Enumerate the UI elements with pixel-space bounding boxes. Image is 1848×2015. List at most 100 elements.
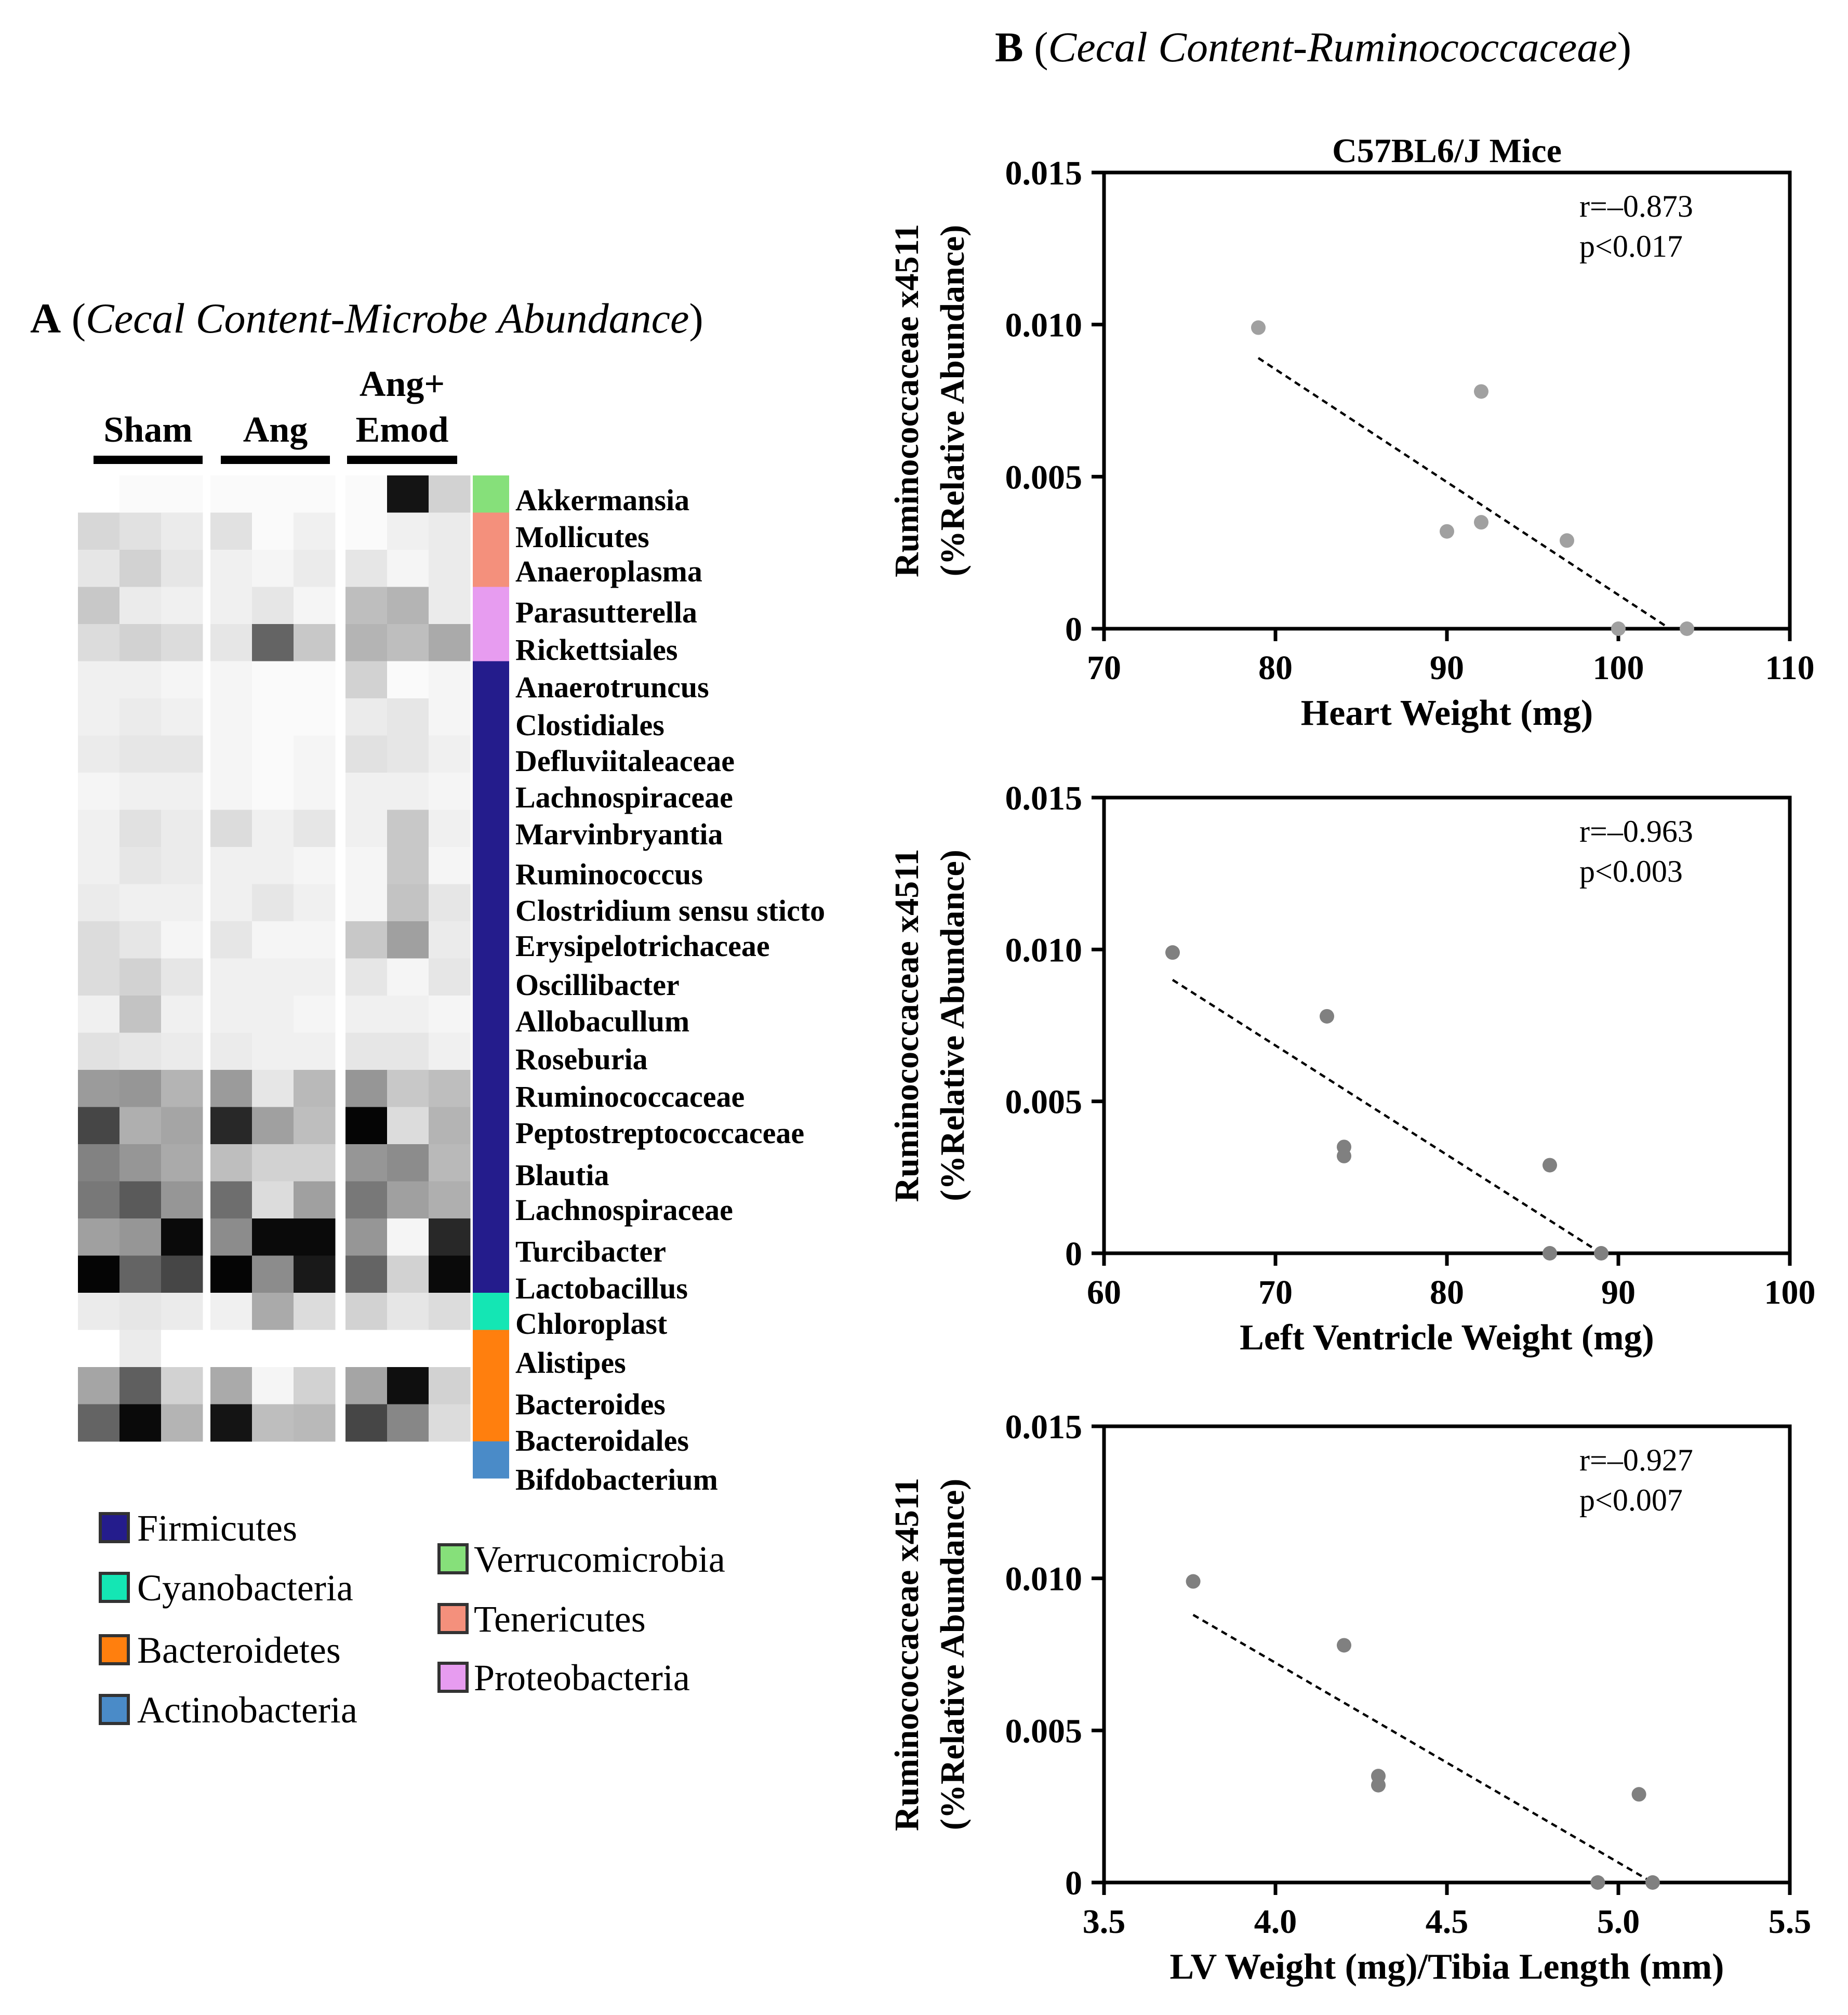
legend-label: Tenericutes — [474, 1598, 646, 1640]
heatmap-cell — [345, 661, 388, 699]
heatmap-cell — [210, 773, 252, 810]
heatmap-cell — [429, 624, 471, 661]
heatmap-cell — [252, 512, 294, 550]
heatmap-cell — [252, 1404, 294, 1442]
heatmap-cell — [161, 475, 203, 513]
heatmap-cell — [345, 1293, 388, 1330]
heatmap-cell — [161, 735, 203, 773]
x-tick-label: 5.0 — [1597, 1903, 1640, 1941]
taxon-label: Blautia — [515, 1158, 609, 1192]
heatmap-cell — [294, 847, 336, 884]
heatmap-cell — [252, 1032, 294, 1070]
heatmap-cell — [161, 1330, 203, 1368]
heatmap-cell — [161, 512, 203, 550]
heatmap-cell — [78, 661, 120, 699]
heatmap-cell — [161, 1144, 203, 1182]
plot-frame — [1102, 170, 1792, 631]
heatmap-cell — [210, 1144, 252, 1182]
y-tick-label: 0.010 — [1005, 931, 1083, 969]
taxon-label: Chloroplast — [515, 1307, 668, 1341]
legend-label: Cyanobacteria — [137, 1567, 353, 1609]
taxon-label: Clostridium sensu sticto — [515, 894, 825, 927]
heatmap-cell — [210, 1404, 252, 1442]
heatmap-cell — [210, 550, 252, 587]
heatmap-cell — [252, 1181, 294, 1219]
heatmap-cell — [161, 550, 203, 587]
legend-swatch — [99, 1572, 130, 1603]
heatmap-cell — [429, 1107, 471, 1145]
heatmap-cell — [78, 773, 120, 810]
heatmap-cell — [294, 735, 336, 773]
regression-line — [1172, 978, 1602, 1254]
heatmap-cell — [210, 1032, 252, 1070]
heatmap-cell — [78, 698, 120, 736]
heatmap-cell — [252, 624, 294, 661]
taxon-label: Ruminococcaceae — [515, 1080, 744, 1113]
heatmap-cell — [210, 661, 252, 699]
y-tick-label: 0.015 — [1005, 779, 1083, 817]
x-tick-label: 90 — [1601, 1274, 1636, 1311]
group-label: Ang — [243, 410, 308, 450]
heatmap-cell — [429, 698, 471, 736]
taxon-label: Lactobacillus — [515, 1271, 688, 1305]
phylum-bar-segment — [473, 1441, 509, 1479]
taxon-label: Roseburia — [515, 1042, 648, 1076]
heatmap-cell — [161, 1293, 203, 1330]
heatmap-cell — [210, 735, 252, 773]
phylum-bar-segment — [473, 587, 509, 661]
x-tick-label: 60 — [1087, 1274, 1121, 1311]
heatmap-cell — [252, 1107, 294, 1145]
data-point — [1645, 1875, 1660, 1890]
heatmap-cell — [78, 1032, 120, 1070]
heatmap-cell — [345, 1367, 388, 1404]
heatmap-cell — [210, 1218, 252, 1256]
heatmap-cell — [429, 1367, 471, 1404]
heatmap-cell — [161, 1070, 203, 1107]
taxon-label: Turcibacter — [515, 1235, 666, 1268]
heatmap-cell — [252, 661, 294, 699]
heatmap-cell — [78, 810, 120, 847]
group-label: Sham — [103, 410, 192, 450]
heatmap-cell — [210, 698, 252, 736]
heatmap-cell — [294, 1070, 336, 1107]
heatmap-cell — [252, 958, 294, 996]
x-tick-label: 3.5 — [1083, 1903, 1126, 1941]
heatmap-cell — [210, 1255, 252, 1293]
panel-a-heading: A (Cecal Content-Microbe Abundance) — [30, 295, 703, 342]
heatmap-cell — [294, 884, 336, 922]
panel-b-letter: B — [995, 23, 1023, 71]
taxon-label: Peptostreptococcaceae — [515, 1116, 804, 1150]
heatmap-cell — [161, 810, 203, 847]
x-tick-label: 110 — [1765, 649, 1814, 687]
heatmap-cell — [252, 735, 294, 773]
heatmap-cell — [429, 1144, 471, 1182]
heatmap-cell — [294, 1367, 336, 1404]
heatmap-cell — [387, 1032, 429, 1070]
heatmap-cell — [252, 1218, 294, 1256]
heatmap-cell — [429, 1330, 471, 1368]
heatmap-cell — [387, 1293, 429, 1330]
chart-title: C57BL6/J Mice — [1332, 132, 1562, 170]
heatmap-cell — [78, 921, 120, 959]
scatter-chart-3: 3.5 4.0 4.5 5.0 5.5 0 0.005 0.010 0.015 LV Weight… — [888, 1408, 1811, 1987]
heatmap-cell — [345, 475, 388, 513]
taxon-label: Akkermansia — [515, 483, 689, 517]
heatmap-cell — [345, 1330, 388, 1368]
heatmap-cell — [78, 847, 120, 884]
heatmap-cell — [252, 1255, 294, 1293]
y-tick-label: 0.010 — [1005, 1560, 1083, 1598]
heatmap-cell — [161, 587, 203, 625]
heatmap-cell — [119, 624, 162, 661]
taxon-label: Bacteroides — [515, 1387, 666, 1421]
heatmap-cell — [210, 1367, 252, 1404]
heatmap-cell — [119, 996, 162, 1033]
heatmap-cell — [429, 550, 471, 587]
data-point — [1337, 1638, 1351, 1653]
heatmap-cell — [161, 1255, 203, 1293]
heatmap-cell — [387, 624, 429, 661]
heatmap-cell — [345, 773, 388, 810]
heatmap-cell — [294, 1293, 336, 1330]
heatmap-cell — [78, 1330, 120, 1368]
panel-b-heading: B (Cecal Content-Ruminococcaceae) — [995, 23, 1631, 71]
